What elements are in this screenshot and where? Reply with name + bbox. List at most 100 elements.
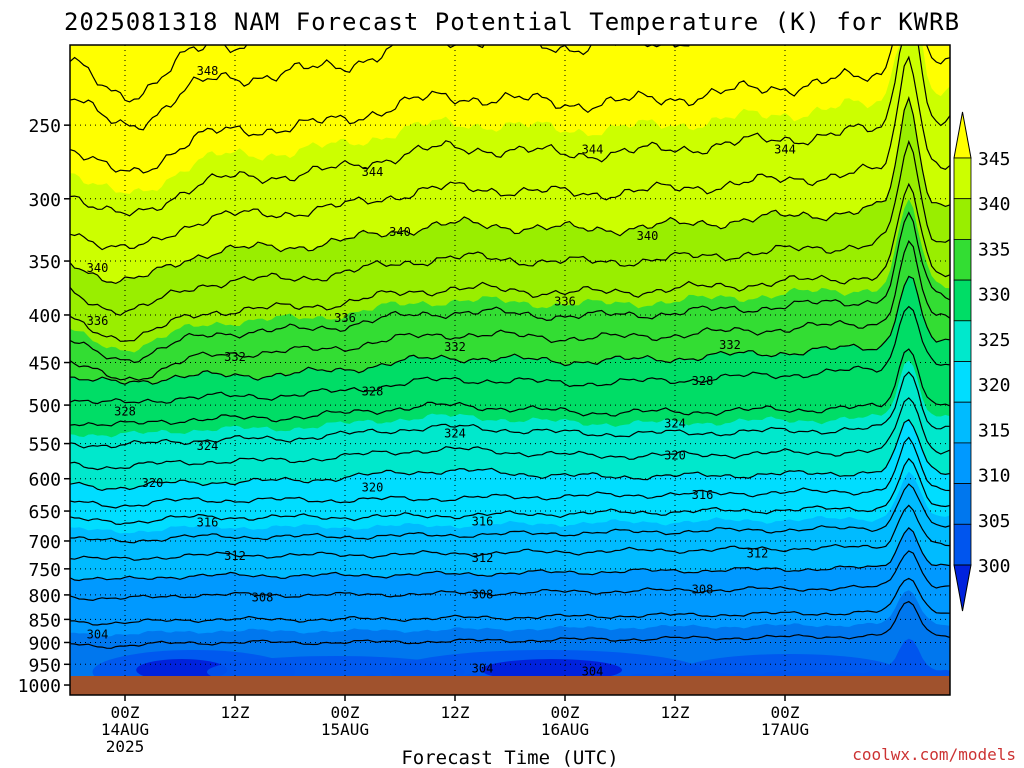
colorbar-swatch	[953, 401, 972, 444]
contour-label: 344	[582, 143, 604, 157]
contour-label-text: 344	[362, 165, 384, 179]
y-tick-label: 950	[28, 655, 61, 676]
colorbar-swatch	[953, 279, 972, 322]
isotherm-336	[70, 182, 950, 342]
isotherm-338	[70, 139, 950, 316]
x-tick-hour: 00Z	[331, 703, 360, 722]
x-tick-year: 2025	[106, 737, 145, 756]
contour-label-text: 304	[582, 665, 604, 679]
isotherm-346	[70, 45, 950, 174]
isotherm-306	[70, 577, 950, 626]
colorbar-swatch	[953, 442, 972, 484]
isotherm-310	[70, 527, 950, 582]
contour-label: 332	[719, 338, 741, 352]
contour-label: 336	[334, 311, 356, 325]
contour-label: 348	[197, 64, 219, 78]
x-tick-date: 15AUG	[321, 720, 369, 739]
contour-label: 328	[692, 374, 714, 388]
y-tick-label: 650	[28, 502, 61, 523]
contour-label-text: 328	[692, 374, 714, 388]
contour-label-text: 320	[664, 448, 686, 462]
watermark: coolwx.com/models	[852, 745, 1016, 764]
contour-label-text: 324	[197, 439, 219, 453]
x-tick-hour: 00Z	[551, 703, 580, 722]
x-tick-hour: 00Z	[771, 703, 800, 722]
contour-label-text: 332	[444, 340, 466, 354]
isotherm-340	[70, 96, 950, 285]
colorbar-label: 300	[978, 556, 1011, 577]
contour-label-text: 320	[142, 476, 164, 490]
contour-label-text: 308	[692, 582, 714, 596]
isotherm-320	[70, 418, 950, 492]
contour-label-text: 336	[334, 311, 356, 325]
colorbar-swatch	[953, 238, 972, 281]
y-tick-label: 550	[28, 435, 61, 456]
contour-label-text: 340	[637, 229, 659, 243]
contour-lines	[70, 45, 950, 649]
contour-label: 332	[444, 340, 466, 354]
isotherm-312	[70, 504, 950, 561]
contour-label: 308	[692, 582, 714, 596]
x-tick-hour: 12Z	[221, 703, 250, 722]
contour-label: 320	[142, 476, 164, 490]
x-tick-date: 14AUG	[101, 720, 149, 739]
y-tick-label: 450	[28, 354, 61, 375]
plot-frame	[69, 44, 951, 696]
isotherm-342	[70, 55, 950, 251]
contour-label-text: 328	[114, 405, 136, 419]
y-axis: 2503003504004505005506006507007508008509…	[18, 116, 70, 697]
contour-label: 336	[554, 295, 576, 309]
contour-label-text: 316	[472, 514, 494, 528]
contour-label-text: 312	[747, 546, 769, 560]
contour-label: 324	[664, 416, 686, 430]
x-axis-label: Forecast Time (UTC)	[401, 747, 618, 768]
isotherm-304	[70, 600, 950, 649]
colorbar-swatch	[953, 157, 972, 200]
contour-label: 340	[637, 229, 659, 243]
contour-labels: 348 344 344 344 340 340 340 336 336 336 332 332 332 3…	[87, 64, 796, 679]
y-tick-label: 250	[28, 116, 61, 137]
colorbar-swatch	[953, 198, 972, 240]
contour-label: 328	[362, 384, 384, 398]
isotherm-322	[70, 397, 950, 471]
contour-label: 312	[224, 549, 246, 563]
colorbar-swatch	[953, 320, 972, 362]
y-tick-label: 700	[28, 532, 61, 553]
isotherm-348	[70, 45, 690, 131]
contour-label-text: 336	[554, 295, 576, 309]
contour-label-text: 320	[362, 481, 384, 495]
contour-label-text: 336	[87, 314, 109, 328]
contour-label: 328	[114, 405, 136, 419]
contour-label-text: 308	[252, 590, 274, 604]
chart-title: 2025081318 NAM Forecast Potential Temper…	[64, 8, 960, 36]
contour-label: 316	[197, 515, 219, 529]
colorbar-label: 325	[978, 330, 1011, 351]
colorbar-swatch	[953, 483, 972, 525]
colorbar-swatch	[953, 523, 972, 566]
colorbar-legend: 345 340 335 330 325 320 315 310 305 300	[953, 111, 1011, 612]
x-tick-hour: 12Z	[661, 703, 690, 722]
isotherm-334	[70, 211, 950, 364]
contour-label-text: 304	[87, 627, 109, 641]
colorbar-arrow-top	[953, 111, 972, 159]
contour-label-text: 312	[224, 549, 246, 563]
isotherm-330	[70, 275, 950, 385]
colorbar-label: 345	[978, 149, 1011, 170]
contour-label: 320	[664, 448, 686, 462]
contour-label-text: 344	[774, 143, 796, 157]
contour-label: 304	[472, 662, 494, 676]
colorbar-label: 335	[978, 239, 1011, 260]
isotherm-324	[70, 371, 950, 449]
contour-label-text: 316	[692, 488, 714, 502]
colorbar-label: 320	[978, 375, 1011, 396]
contour-label-text: 308	[472, 587, 494, 601]
y-tick-label: 800	[28, 586, 61, 607]
contour-label: 304	[87, 627, 109, 641]
isotherm-332	[70, 240, 950, 381]
contour-label: 324	[444, 426, 466, 440]
ground-surface	[70, 676, 950, 695]
colorbar-arrow-bottom	[953, 564, 972, 612]
